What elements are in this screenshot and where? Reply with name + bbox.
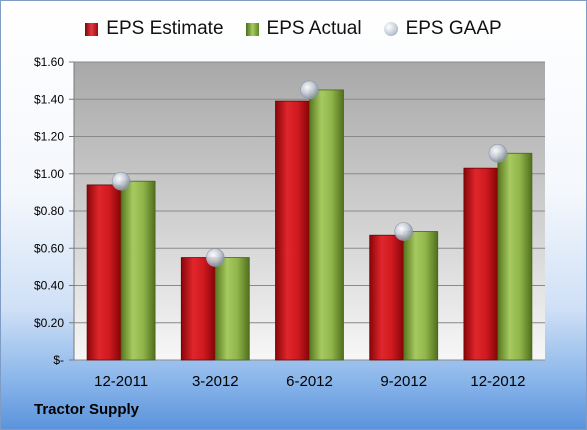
legend-swatch-eps-estimate [85, 22, 99, 36]
x-tick-label: 12-2011 [94, 373, 148, 390]
bar-eps-actual [120, 180, 156, 361]
bar-eps-actual [214, 257, 250, 361]
y-tick-label: $0.80 [34, 204, 64, 218]
y-tick-label: $0.60 [34, 241, 64, 255]
bar-eps-estimate [180, 257, 216, 361]
y-tick-label: $0.20 [34, 316, 64, 330]
bar-eps-estimate [369, 234, 405, 361]
y-tick-label: $1.20 [34, 130, 64, 144]
bar-eps-actual [309, 89, 344, 361]
y-tick-label: $1.00 [34, 167, 64, 181]
bar-eps-actual [497, 152, 533, 361]
x-tick-label: 6-2012 [286, 373, 333, 390]
legend-item-eps-actual: EPS Actual [245, 18, 362, 40]
y-tick-label: $- [53, 353, 64, 367]
bar-eps-estimate [275, 100, 310, 361]
y-tick-label: $1.60 [34, 55, 64, 69]
y-tick-label: $1.40 [34, 92, 64, 106]
marker-eps-gaap [111, 171, 131, 191]
bar-eps-estimate [86, 184, 122, 361]
marker-eps-gaap [488, 143, 508, 163]
bar-eps-estimate [463, 167, 499, 361]
legend-swatch-eps-actual [245, 22, 259, 36]
x-tick-label: 3-2012 [192, 373, 239, 390]
legend-marker-eps-gaap [383, 22, 398, 36]
legend-label-eps-estimate: EPS Estimate [106, 18, 224, 39]
legend-label-eps-gaap: EPS GAAP [405, 18, 502, 39]
x-tick-label: 12-2012 [470, 373, 525, 390]
legend-label-eps-actual: EPS Actual [266, 18, 362, 39]
company-label: Tractor Supply [34, 401, 140, 418]
legend-item-eps-gaap: EPS GAAP [383, 18, 502, 40]
legend-item-eps-estimate: EPS Estimate [85, 18, 224, 40]
y-tick-label: $0.40 [34, 279, 64, 293]
marker-eps-gaap [206, 248, 225, 267]
marker-eps-gaap [394, 222, 414, 241]
x-tick-label: 9-2012 [380, 373, 427, 390]
marker-eps-gaap [300, 80, 319, 100]
bar-eps-actual [403, 231, 439, 361]
legend: EPS Estimate EPS Actual EPS GAAP [0, 12, 587, 46]
